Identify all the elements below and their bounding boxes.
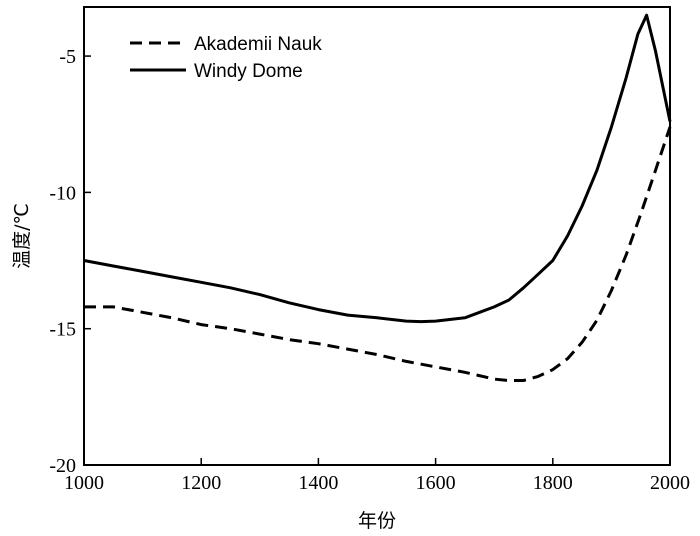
y-tick-label: -5 [59, 46, 76, 68]
y-axis-title: 温度/℃ [11, 203, 33, 269]
axes: 1000 1200 1400 1600 1800 2000 -20 -15 -10 -5 [49, 46, 690, 494]
legend-label: Windy Dome [194, 61, 303, 82]
series-line-windy-dome [83, 13, 672, 324]
x-tick-label: 2000 [650, 472, 690, 494]
series-line-akademii-nauk [84, 126, 672, 382]
y-tick-label: -20 [49, 455, 76, 477]
x-tick-label: 1000 [64, 472, 104, 494]
y-tick-label: -10 [49, 182, 76, 204]
plot-frame [83, 6, 671, 466]
legend-label: Akademii Nauk [194, 34, 322, 55]
x-tick-label: 1200 [181, 472, 221, 494]
legend: Akademii Nauk Windy Dome [130, 34, 322, 82]
x-tick-label: 1400 [298, 472, 338, 494]
y-tick-label: -15 [49, 319, 76, 341]
x-tick-label: 1600 [416, 472, 456, 494]
x-tick-label: 1800 [533, 472, 573, 494]
x-axis-title: 年份 [358, 510, 396, 532]
plot-area [83, 13, 672, 382]
